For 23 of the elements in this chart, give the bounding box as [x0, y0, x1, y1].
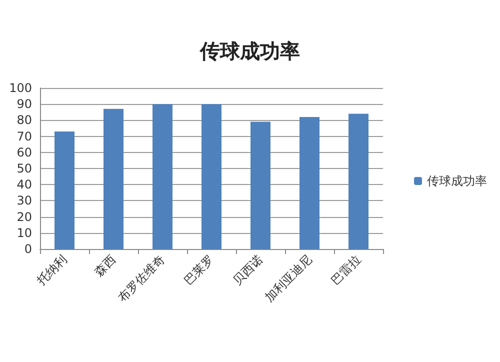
x-tick-label: 托纳利: [33, 252, 70, 288]
y-tick-label: 20: [16, 210, 32, 224]
x-tick-label: 巴莱罗: [181, 252, 216, 288]
y-tick-label: 70: [16, 129, 32, 144]
bar: [202, 104, 222, 249]
y-tick-label: 0: [24, 242, 32, 256]
legend-label: 传球成功率: [427, 174, 487, 188]
bar: [152, 104, 172, 249]
y-tick-label: 30: [16, 194, 32, 208]
x-tick-label: 巴雷拉: [328, 252, 364, 288]
y-tick-label: 60: [16, 145, 32, 160]
y-tick-label: 50: [16, 162, 32, 176]
bar: [300, 116, 320, 249]
y-tick-label: 10: [16, 226, 32, 240]
y-tick-label: 90: [16, 97, 32, 112]
bar: [348, 114, 368, 249]
bar: [54, 131, 74, 249]
y-tick-label: 40: [16, 178, 32, 192]
y-tick-label: 100: [9, 81, 32, 95]
bar: [250, 122, 270, 249]
bar: [104, 108, 124, 249]
y-tick-label: 80: [16, 113, 32, 128]
chart-title: 传球成功率: [199, 39, 300, 63]
